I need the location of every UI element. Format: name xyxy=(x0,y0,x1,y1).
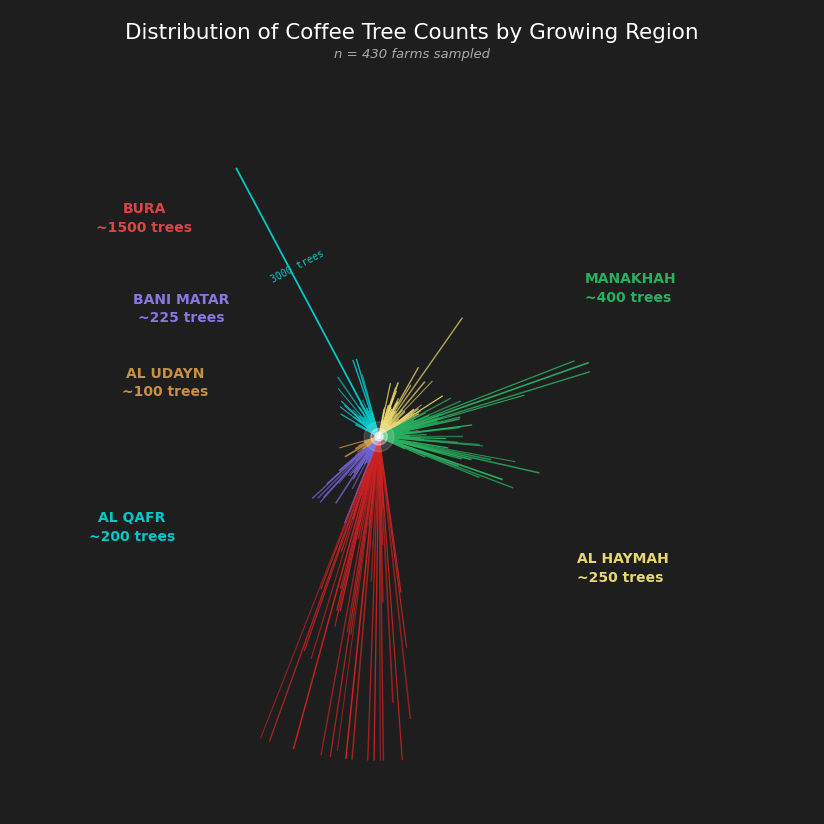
Text: n = 430 farms sampled: n = 430 farms sampled xyxy=(334,48,490,61)
Circle shape xyxy=(377,435,381,438)
Circle shape xyxy=(375,433,383,441)
Circle shape xyxy=(364,422,394,452)
Text: MANAKHAH
~400 trees: MANAKHAH ~400 trees xyxy=(585,272,677,305)
Text: 3000 trees: 3000 trees xyxy=(269,248,325,284)
Text: BANI MATAR
~225 trees: BANI MATAR ~225 trees xyxy=(133,293,229,325)
Text: AL HAYMAH
~250 trees: AL HAYMAH ~250 trees xyxy=(577,552,668,585)
Circle shape xyxy=(371,428,387,445)
Text: Distribution of Coffee Tree Counts by Growing Region: Distribution of Coffee Tree Counts by Gr… xyxy=(125,23,699,43)
Text: AL QAFR
~200 trees: AL QAFR ~200 trees xyxy=(89,511,175,544)
Text: AL UDAYN
~100 trees: AL UDAYN ~100 trees xyxy=(122,367,208,400)
Text: BURA
~1500 trees: BURA ~1500 trees xyxy=(96,202,192,235)
